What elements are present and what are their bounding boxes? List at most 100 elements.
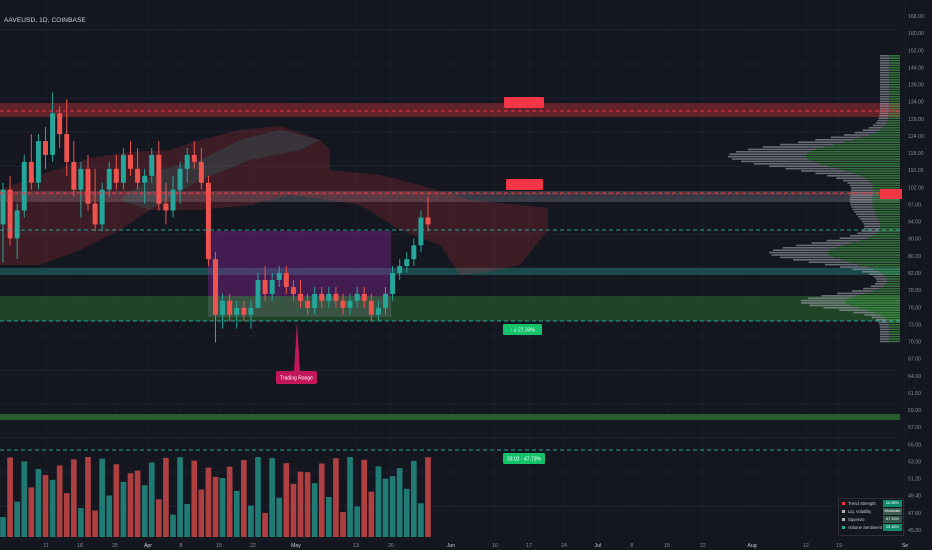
legend-row: Trend Strength 26.85% [839, 499, 903, 507]
profile-bar-buy [872, 203, 900, 206]
profile-bar-sell [879, 93, 889, 95]
profile-bar-buy [859, 239, 900, 242]
profile-bar-sell [856, 213, 876, 215]
volume-bar [411, 460, 417, 537]
profile-bar-sell [880, 86, 889, 88]
profile-bar-buy [878, 218, 900, 220]
profile-bar-buy [828, 165, 900, 167]
price-tick-label: 97.00 [908, 202, 921, 208]
time-tick-label: May [291, 543, 301, 549]
profile-bar-sell [880, 67, 889, 69]
price-tick-label: 61.50 [908, 391, 921, 397]
profile-bar-buy [866, 309, 900, 311]
profile-bar-buy [858, 263, 900, 266]
candle-body [361, 293, 367, 301]
volume-bar [269, 458, 275, 537]
profile-bar-sell [811, 242, 852, 244]
profile-bar-sell [879, 333, 889, 335]
profile-bar-buy [853, 139, 900, 141]
profile-bar-sell [849, 196, 873, 199]
volume-bar [304, 472, 311, 537]
resistance-badge-2-box [506, 179, 543, 190]
legend-swatch-icon [842, 526, 845, 530]
volume-bar [49, 479, 56, 537]
profile-bar-sell [821, 295, 857, 297]
profile-bar-buy [888, 95, 900, 98]
price-tick-label: 168.00 [908, 14, 924, 20]
volume-profile [727, 55, 900, 343]
profile-bar-sell [769, 251, 829, 254]
profile-bar-buy [879, 129, 900, 131]
profile-bar-sell [851, 187, 874, 189]
profile-bar-sell [879, 340, 889, 343]
time-tick-label: 18 [77, 543, 83, 549]
profile-bar-buy [886, 278, 900, 280]
profile-bar-sell [879, 105, 889, 107]
support-badge-2-text: 33.02 - 47.73% [507, 457, 541, 463]
price-tick-label: 86.00 [908, 254, 921, 260]
profile-bar-buy [872, 235, 900, 237]
profile-bar-sell [880, 79, 889, 81]
volume-bar [347, 457, 353, 537]
cloud-bear [0, 126, 330, 265]
profile-bar-buy [885, 275, 900, 278]
profile-bar-buy [888, 98, 900, 100]
profile-bar-sell [869, 273, 884, 275]
candle-body [220, 300, 226, 315]
volume-bar [425, 457, 431, 537]
profile-bar-buy [889, 64, 900, 67]
candle-body [21, 161, 27, 211]
profile-bar-sell [880, 62, 889, 64]
volume-bar [326, 497, 332, 537]
profile-bar-sell [753, 163, 820, 165]
profile-bar-sell [879, 112, 889, 115]
profile-bar-buy [888, 91, 900, 93]
profile-bar-sell [762, 146, 825, 148]
candle-body [276, 273, 282, 280]
profile-bar-buy [882, 127, 900, 129]
legend-name: Volume Sentiment [848, 525, 882, 531]
profile-bar-sell [851, 189, 874, 191]
profile-bar-buy [868, 179, 900, 182]
profile-bar-buy [876, 232, 900, 235]
price-tick-label: 94.00 [908, 220, 921, 226]
candle-body [43, 141, 48, 155]
candle-body [283, 273, 289, 287]
legend-swatch-icon [842, 509, 845, 513]
profile-bar-sell [868, 127, 883, 129]
candle-body [149, 154, 155, 176]
profile-bar-buy [888, 338, 900, 340]
volume-bar [28, 487, 35, 537]
profile-bar-sell [879, 88, 889, 91]
trading-range-pointer [294, 322, 300, 372]
time-tick-label: 20 [388, 543, 394, 549]
volume-bar [276, 497, 283, 537]
volume-bar [106, 495, 113, 537]
price-tick-label: 102.00 [908, 185, 924, 191]
profile-bar-buy [869, 134, 900, 136]
profile-bar-buy [889, 67, 900, 69]
profile-bar-sell [850, 235, 873, 237]
price-tick-label: 82.00 [908, 271, 921, 277]
profile-bar-sell [796, 244, 843, 247]
profile-bar-sell [875, 122, 887, 124]
time-tick-label: 8 [631, 543, 634, 549]
time-tick-label: Aug [747, 543, 756, 549]
profile-bar-sell [826, 239, 860, 242]
volume-bar [241, 460, 247, 537]
candle-body [269, 280, 275, 294]
candle-body [205, 182, 211, 260]
volume-bar [198, 489, 205, 537]
price-tick-label: 49.40 [908, 494, 921, 500]
candle-body [390, 273, 396, 294]
profile-bar-sell [741, 160, 813, 163]
volume-bar [170, 514, 176, 537]
volume-bar [14, 501, 20, 537]
candle-body [120, 154, 126, 183]
profile-bar-sell [780, 143, 835, 146]
profile-bar-buy [889, 83, 900, 86]
profile-bar-buy [835, 247, 900, 249]
profile-bar-buy [888, 103, 900, 105]
symbol-timeframe: 1D [39, 17, 48, 24]
